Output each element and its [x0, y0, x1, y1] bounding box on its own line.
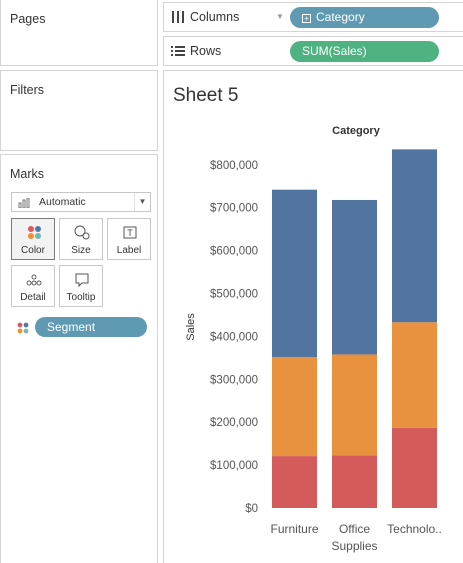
- y-tick-label: $400,000: [210, 331, 258, 343]
- label-button[interactable]: T Label: [107, 218, 151, 260]
- detail-icon: [26, 274, 42, 286]
- sheet-title: Sheet 5: [173, 85, 239, 106]
- segment-color-field: Segment: [17, 317, 149, 337]
- y-tick-label: $800,000: [210, 160, 258, 172]
- detail-button-label: Detail: [20, 292, 46, 303]
- bar-segment: [272, 356, 317, 457]
- sheet-view: Sheet 5 Category Sales $0 $100,000 $200,000 $…: [163, 70, 463, 563]
- color-button[interactable]: Color: [11, 218, 55, 260]
- columns-icon: [172, 11, 184, 23]
- y-axis-label: Sales: [185, 313, 197, 341]
- y-tick-label: $600,000: [210, 246, 258, 258]
- chevron-down-icon[interactable]: ▼: [276, 12, 284, 21]
- bar-chart-icon: [18, 198, 30, 208]
- size-button[interactable]: Size: [59, 218, 103, 260]
- rows-label: Rows: [190, 44, 222, 58]
- y-tick-label: $300,000: [210, 374, 258, 386]
- tooltip-button-label: Tooltip: [66, 292, 96, 303]
- color-icon: [17, 322, 29, 334]
- x-tick-label: Supplies: [331, 539, 377, 553]
- mark-type-dropdown[interactable]: Automatic ▼: [11, 192, 151, 212]
- size-button-label: Size: [71, 245, 91, 256]
- marks-panel: Marks Automatic ▼ Color Size T Label: [0, 154, 158, 563]
- x-tick-label: Office: [339, 522, 370, 536]
- segment-pill[interactable]: Segment: [35, 317, 147, 337]
- bar-segment: [272, 456, 317, 508]
- y-tick-label: $0: [245, 503, 258, 515]
- columns-label: Columns: [190, 10, 240, 24]
- filters-panel[interactable]: Filters: [0, 70, 158, 151]
- columns-shelf: Columns ▼ + Category: [163, 2, 463, 32]
- color-icon: [28, 226, 41, 239]
- expand-plus-icon[interactable]: +: [302, 14, 311, 23]
- sum-sales-pill[interactable]: SUM(Sales): [290, 41, 439, 62]
- rows-shelf: Rows SUM(Sales): [163, 36, 463, 66]
- y-tick-label: $500,000: [210, 289, 258, 301]
- bar-segment: [272, 189, 317, 357]
- color-button-label: Color: [21, 245, 45, 256]
- y-tick-label: $100,000: [210, 460, 258, 472]
- rows-icon: [171, 46, 185, 56]
- x-tick-label: Technolo..: [387, 522, 442, 536]
- svg-text:T: T: [127, 228, 133, 238]
- text-label-icon: T: [123, 226, 137, 239]
- bar-segment: [392, 322, 437, 428]
- tooltip-icon: [75, 273, 89, 288]
- chevron-down-icon: ▼: [134, 193, 150, 211]
- category-pill-label: Category: [316, 10, 365, 24]
- label-button-label: Label: [116, 245, 142, 256]
- stacked-bar-chart: Category Sales $0 $100,000 $200,000 $300,000 $…: [185, 125, 442, 553]
- mark-type-label: Automatic: [39, 196, 86, 208]
- category-pill[interactable]: + Category: [290, 7, 439, 28]
- size-icon: [74, 225, 90, 240]
- detail-button[interactable]: Detail: [11, 265, 55, 307]
- tooltip-button[interactable]: Tooltip: [59, 265, 103, 307]
- pages-title: Pages: [10, 12, 46, 26]
- chart-title: Category: [332, 125, 381, 137]
- bar-segment: [392, 427, 437, 508]
- filters-title: Filters: [10, 83, 45, 97]
- y-tick-label: $200,000: [210, 417, 258, 429]
- bar-segment: [332, 354, 377, 456]
- bar-segment: [392, 149, 437, 323]
- x-tick-label: Furniture: [270, 522, 318, 536]
- marks-title: Marks: [10, 167, 45, 181]
- y-tick-label: $700,000: [210, 203, 258, 215]
- bar-segment: [332, 455, 377, 508]
- bar-segment: [332, 199, 377, 355]
- pages-panel[interactable]: Pages: [0, 0, 158, 66]
